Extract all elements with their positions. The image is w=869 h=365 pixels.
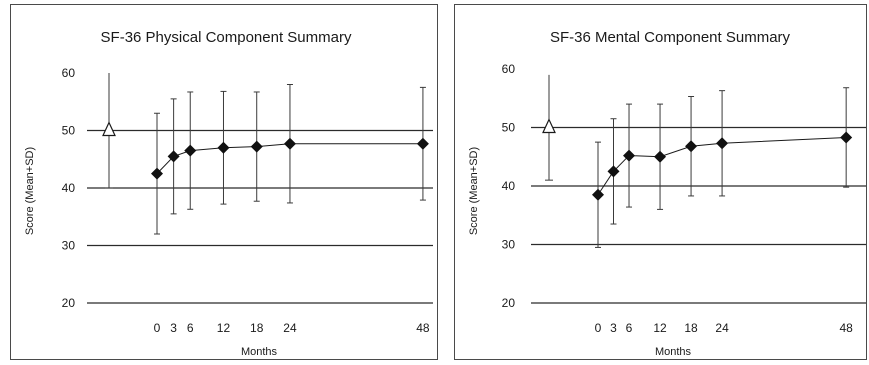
data-point: [654, 150, 667, 163]
data-point: [840, 131, 853, 144]
x-tick-label: 0: [595, 321, 602, 335]
mental-summary-panel: SF-36 Mental Component Summary Score (Me…: [454, 4, 867, 360]
x-tick-label: 6: [187, 321, 194, 335]
data-point: [685, 140, 698, 153]
data-point: [283, 137, 296, 150]
y-tick-label: 50: [62, 124, 76, 138]
y-tick-label: 20: [502, 296, 516, 310]
data-point: [623, 149, 636, 162]
y-tick-label: 50: [502, 121, 516, 135]
x-tick-label: 0: [154, 321, 161, 335]
y-tick-label: 30: [62, 239, 76, 253]
y-tick-label: 40: [62, 181, 76, 195]
physical-summary-chart: SF-36 Physical Component Summary Score (…: [24, 29, 433, 358]
data-point: [716, 137, 729, 150]
y-axis-label: Score (Mean+SD): [468, 147, 480, 235]
x-tick-label: 18: [684, 321, 698, 335]
data-point: [167, 150, 180, 163]
x-axis-label: Months: [655, 346, 692, 358]
x-tick-label: 18: [250, 321, 264, 335]
physical-summary-panel: SF-36 Physical Component Summary Score (…: [10, 4, 438, 360]
x-tick-label: 24: [715, 321, 729, 335]
chart-title: SF-36 Mental Component Summary: [550, 29, 791, 46]
data-point: [151, 167, 163, 180]
y-tick-label: 40: [502, 179, 516, 193]
y-tick-label: 30: [502, 238, 516, 252]
data-point: [607, 165, 620, 178]
x-tick-label: 24: [283, 321, 297, 335]
x-tick-label: 12: [217, 321, 231, 335]
x-tick-label: 48: [839, 321, 853, 335]
reference-marker: [102, 121, 116, 137]
x-tick-label: 3: [610, 321, 617, 335]
data-point: [592, 188, 604, 201]
x-tick-label: 3: [170, 321, 177, 335]
y-tick-label: 60: [502, 62, 516, 76]
x-axis-label: Months: [241, 346, 278, 358]
reference-marker: [542, 118, 556, 134]
mental-summary-chart: SF-36 Mental Component Summary Score (Me…: [468, 29, 866, 358]
data-point: [184, 144, 197, 157]
data-point: [416, 137, 429, 150]
y-tick-label: 60: [62, 66, 76, 80]
chart-title: SF-36 Physical Component Summary: [101, 29, 352, 46]
x-tick-label: 12: [653, 321, 667, 335]
y-axis-label: Score (Mean+SD): [24, 147, 36, 235]
data-point: [217, 141, 230, 154]
x-tick-label: 48: [416, 321, 430, 335]
data-point: [250, 140, 263, 153]
x-tick-label: 6: [626, 321, 633, 335]
y-tick-label: 20: [62, 296, 76, 310]
